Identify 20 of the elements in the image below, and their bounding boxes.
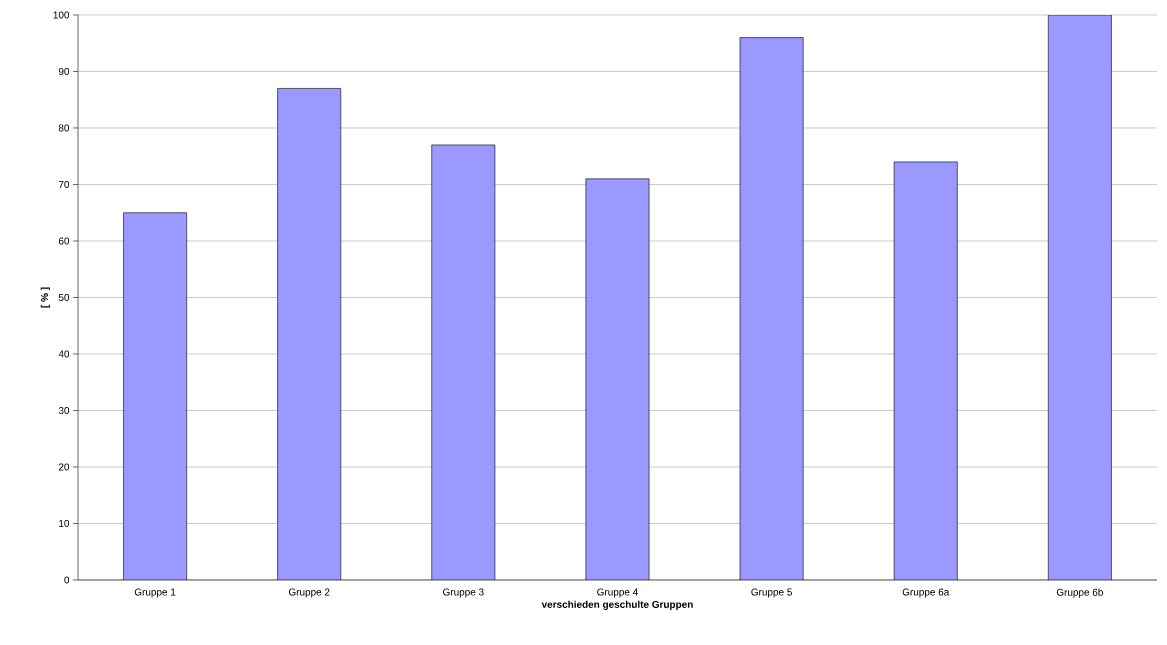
y-tick-label: 70 — [58, 180, 70, 189]
y-tick-label: 40 — [58, 350, 70, 358]
x-tick-label: Gruppe 5 — [751, 588, 792, 598]
x-axis-title: verschieden geschulte Gruppen — [541, 600, 693, 610]
y-tick-label: 50 — [58, 293, 70, 302]
y-tick-label: 20 — [58, 463, 70, 471]
y-tick-label: 0 — [64, 576, 70, 584]
x-tick-label: Gruppe 6b — [1056, 588, 1103, 598]
x-tick-label: Gruppe 6a — [902, 588, 950, 598]
y-tick-label: 10 — [59, 519, 70, 528]
x-tick-label: Gruppe 2 — [288, 588, 330, 598]
y-tick-label: 100 — [53, 11, 70, 19]
y-tick-label: 60 — [58, 237, 70, 245]
x-tick-label: Gruppe 4 — [597, 588, 638, 598]
y-tick-label: 90 — [58, 67, 70, 76]
y-tick-label: 30 — [58, 406, 70, 415]
y-axis-title: [ % ] — [40, 287, 51, 308]
y-tick-label: 80 — [58, 124, 70, 132]
x-tick-label: Gruppe 1 — [134, 588, 176, 598]
x-tick-label: Gruppe 3 — [443, 588, 484, 598]
